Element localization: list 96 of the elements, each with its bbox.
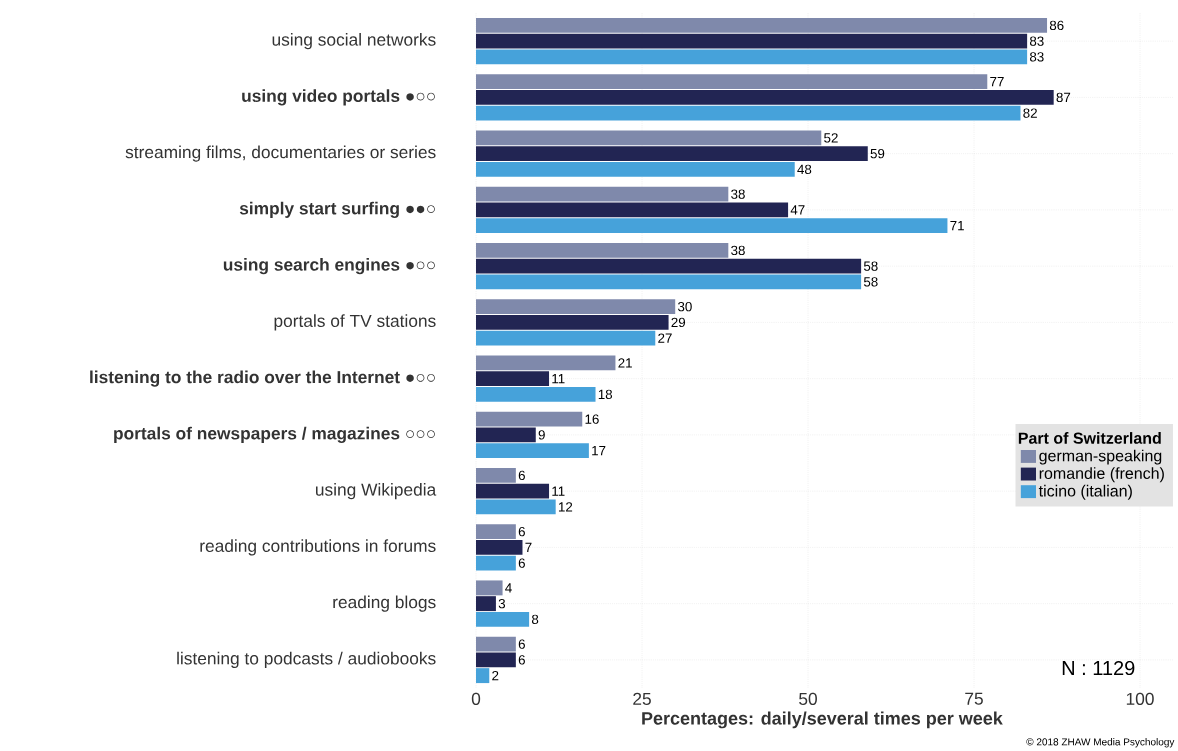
data-label: 82	[1023, 108, 1037, 118]
data-label: 9	[538, 430, 545, 440]
bar	[476, 539, 523, 555]
data-label: 6	[518, 526, 525, 537]
bar	[476, 299, 676, 315]
bar	[476, 130, 822, 146]
y-tick-label: reading blogs	[333, 595, 436, 612]
bar	[476, 467, 516, 483]
bar	[476, 146, 868, 162]
data-label: 77	[990, 77, 1004, 87]
bar	[476, 371, 550, 387]
bar	[476, 49, 1028, 65]
y-tick-label: simply start surfing ●●○	[239, 201, 435, 218]
bar	[476, 596, 496, 612]
data-label: 47	[790, 205, 805, 215]
bar	[476, 186, 729, 202]
data-label: 18	[598, 389, 613, 400]
bar	[476, 161, 795, 177]
data-label: 3	[498, 598, 506, 609]
x-tick-label: 75	[965, 692, 983, 705]
y-tick-label: listening to the radio over the Internet ●○○	[90, 370, 435, 387]
data-label: 58	[863, 277, 878, 287]
data-label: 83	[1029, 36, 1044, 46]
bar	[476, 258, 862, 274]
text: © 2018 ZHAW Media Psychology	[1026, 738, 1175, 748]
data-label: 11	[552, 374, 565, 384]
data-label: 16	[585, 414, 599, 424]
data-label: 87	[1056, 92, 1071, 103]
data-label: 6	[518, 558, 525, 568]
data-label: 30	[677, 301, 692, 312]
bar	[476, 668, 490, 684]
bar	[476, 427, 536, 443]
bar	[476, 242, 729, 258]
bar	[476, 555, 516, 571]
y-tick-label: using video portals ●○○	[242, 89, 435, 106]
data-label: 8	[531, 614, 539, 625]
bar	[476, 202, 789, 218]
legend-label: german-speaking	[1039, 449, 1162, 465]
data-label: 48	[797, 164, 812, 175]
legend-title: Part of Switzerland	[1018, 432, 1161, 444]
y-tick-label: listening to podcasts / audiobooks	[177, 651, 436, 668]
y-tick-label: using social networks	[272, 33, 436, 50]
data-label: 38	[731, 245, 745, 256]
y-tick-label: portals of TV stations	[274, 314, 436, 331]
data-label: 58	[863, 261, 878, 271]
legend-label: ticino (italian)	[1038, 484, 1132, 500]
bar	[476, 274, 862, 290]
y-tick-label: streaming films, documentaries or series	[125, 145, 436, 162]
bar	[476, 580, 503, 596]
data-label: 86	[1049, 20, 1064, 31]
data-label: 29	[671, 317, 686, 328]
data-label: 6	[518, 655, 525, 665]
legend-label: romandie (french)	[1039, 467, 1164, 483]
y-tick-label: portals of newspapers / magazines ○○○	[114, 426, 435, 444]
y-tick-label: using Wikipedia	[316, 483, 437, 500]
data-label: 27	[658, 333, 672, 343]
data-label: 2	[492, 670, 499, 681]
data-label: 21	[618, 358, 632, 368]
bar	[476, 330, 656, 346]
annotation: N : 1129	[1062, 660, 1135, 676]
data-label: 4	[505, 583, 512, 593]
bar	[476, 411, 583, 427]
bar	[476, 89, 1054, 105]
data-label: 71	[950, 221, 964, 231]
bar	[476, 499, 556, 515]
data-label: 38	[731, 189, 745, 199]
bar	[476, 611, 530, 627]
data-label: 52	[824, 133, 838, 143]
bar	[476, 33, 1028, 49]
y-tick-label: reading contributions in forums	[200, 539, 436, 556]
bar	[476, 636, 516, 652]
x-tick-label: 100	[1126, 692, 1154, 705]
bar	[476, 652, 516, 668]
bar	[476, 483, 550, 499]
data-label: 83	[1029, 52, 1044, 62]
x-tick-label: 0	[471, 692, 481, 705]
data-label: 11	[552, 486, 565, 496]
data-label: 6	[518, 470, 525, 481]
bar	[476, 105, 1021, 121]
bar	[476, 386, 596, 402]
data-label: 7	[525, 542, 532, 552]
bar	[476, 314, 669, 330]
x-tick-label: 50	[799, 692, 817, 705]
bar	[476, 443, 589, 459]
y-tick-label: using search engines ●○○	[223, 258, 435, 275]
data-label: 6	[518, 639, 525, 649]
bar	[476, 74, 988, 90]
x-axis-title: Percentages: daily/several times per week	[642, 711, 1003, 729]
bar	[476, 355, 616, 371]
bar	[476, 17, 1048, 33]
x-tick-label: 25	[633, 692, 651, 705]
bar	[476, 524, 516, 540]
bar	[476, 218, 948, 234]
data-label: 12	[558, 502, 573, 512]
data-label: 59	[870, 148, 885, 159]
data-label: 17	[592, 446, 606, 456]
